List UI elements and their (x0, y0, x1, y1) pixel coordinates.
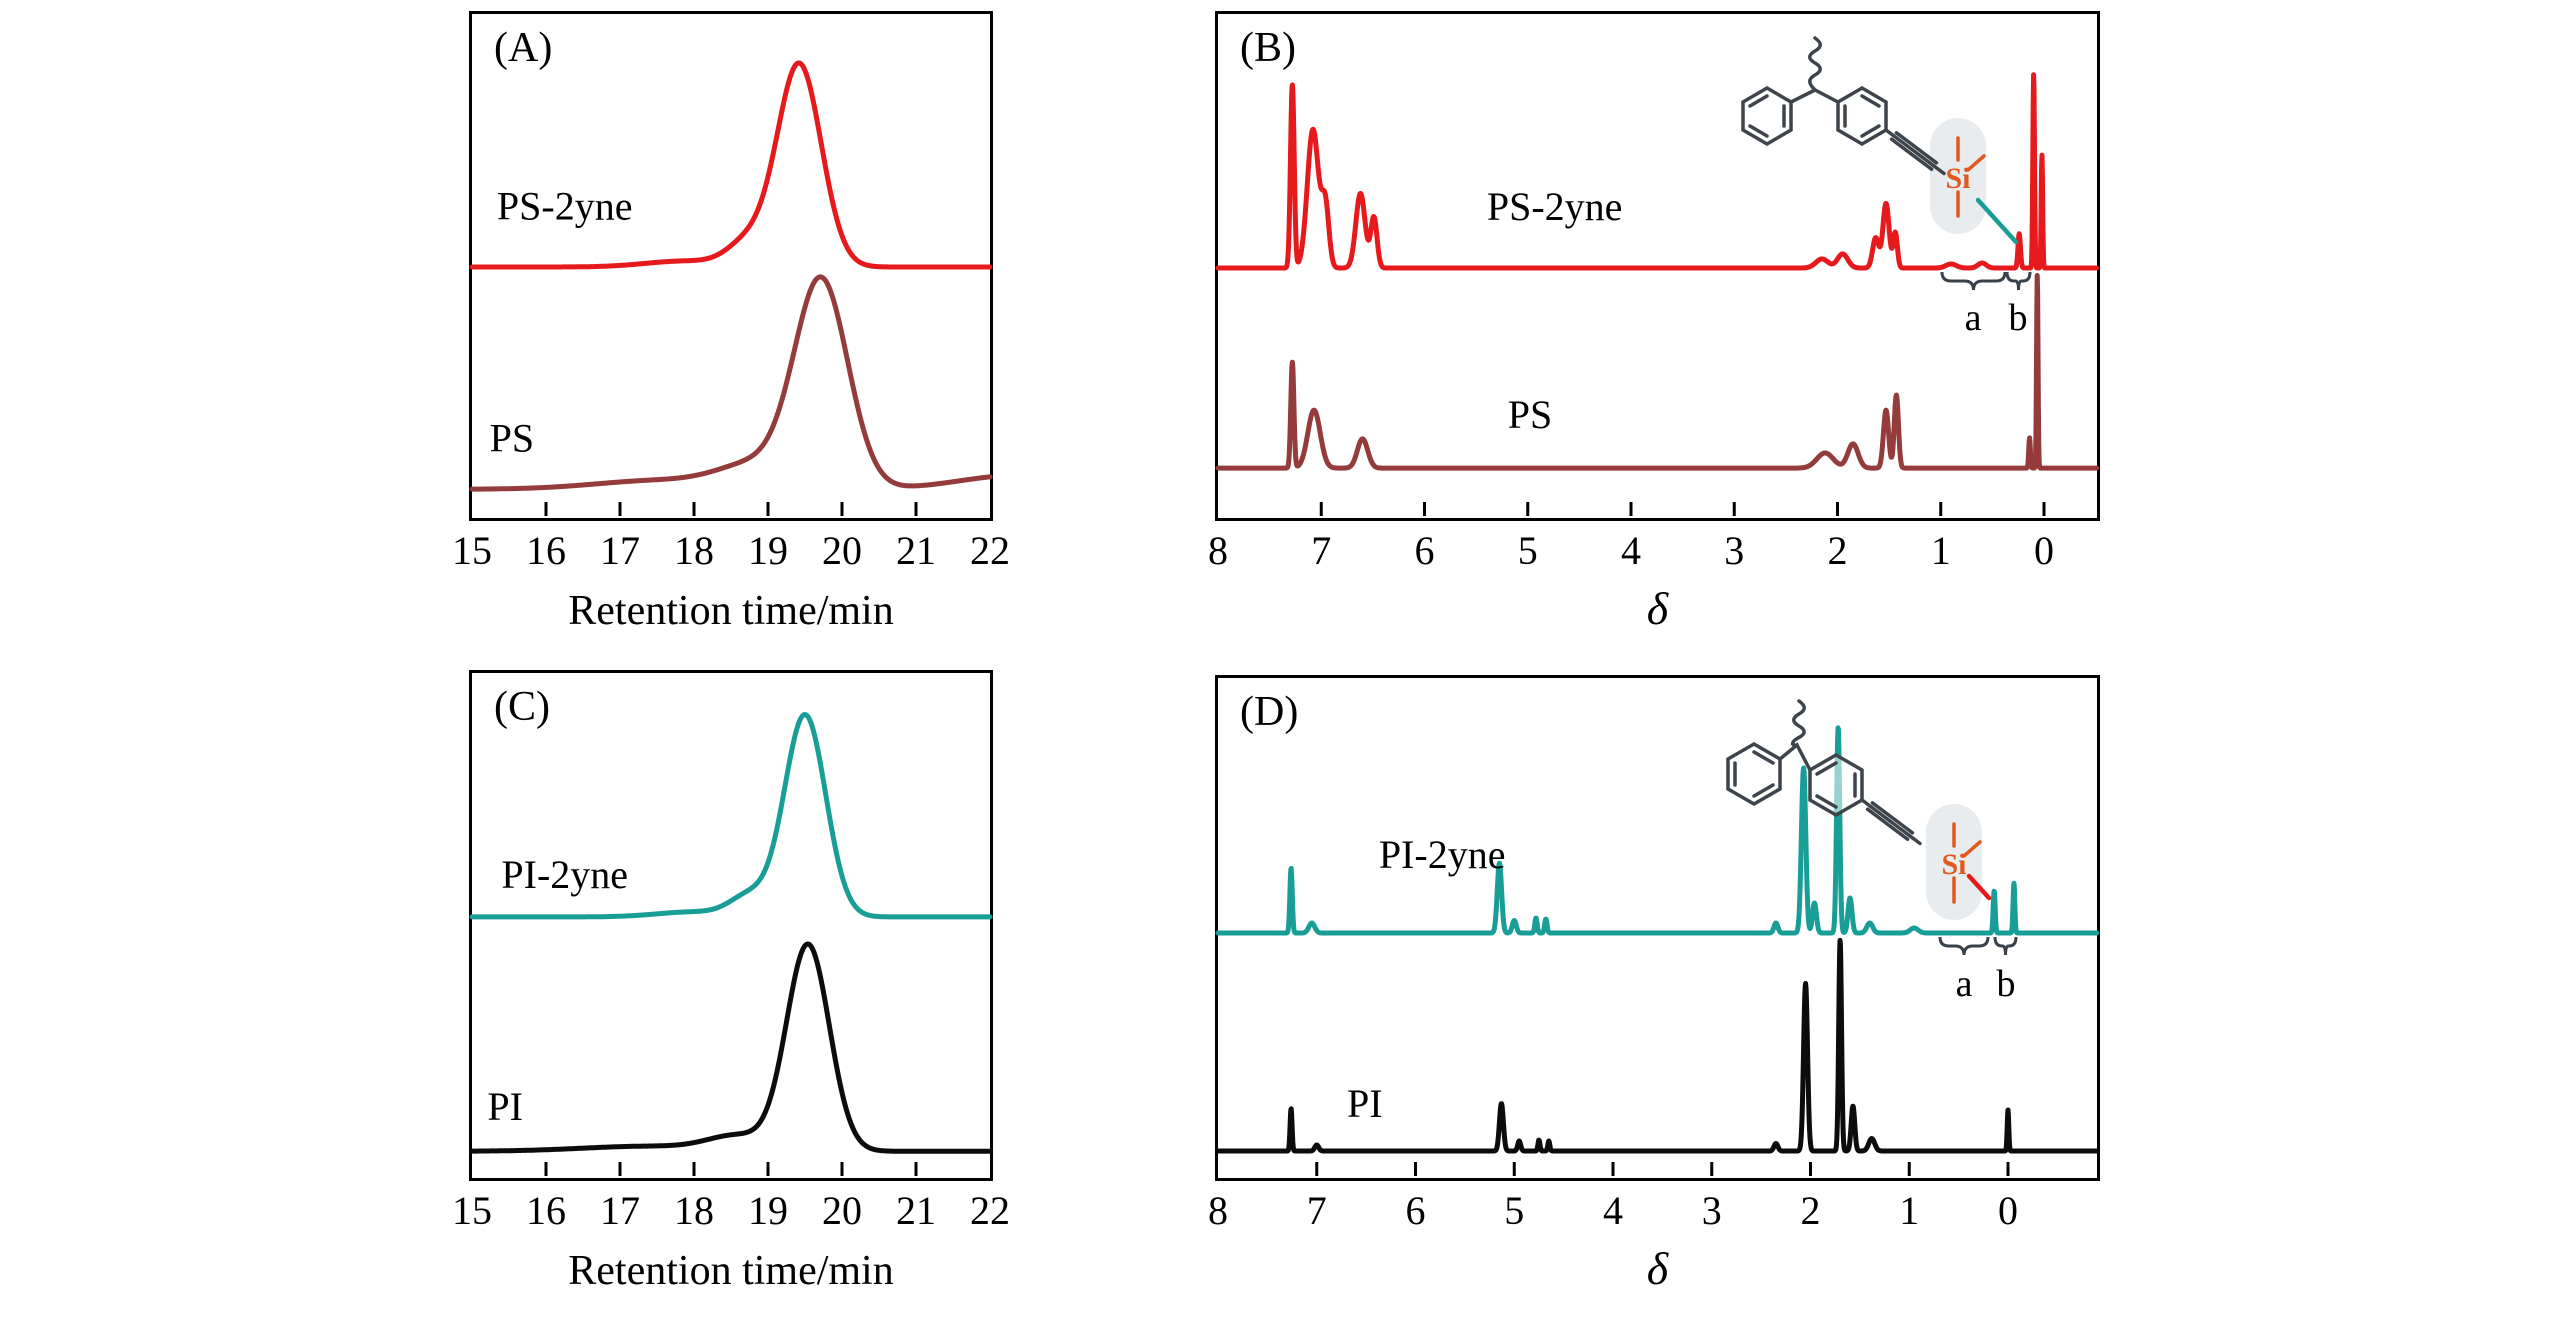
svg-text:2: 2 (1828, 528, 1848, 573)
si-highlight (1930, 118, 1986, 234)
panel-letter-B: (B) (1240, 25, 1296, 71)
svg-text:20: 20 (822, 1188, 862, 1233)
annotation-b: b (1997, 963, 2016, 1005)
trace-label-PS: PS (490, 415, 535, 460)
triple-bond (1865, 801, 1915, 841)
panel-letter-A: (A) (494, 25, 553, 71)
si-atom-label: Si (1945, 162, 1970, 195)
svg-text:20: 20 (822, 528, 862, 573)
phenyl-double-bonds (1748, 94, 1786, 138)
svg-text:3: 3 (1724, 528, 1744, 573)
svg-text:δ: δ (1647, 1243, 1669, 1294)
svg-text:17: 17 (600, 528, 640, 573)
svg-text:8: 8 (1208, 528, 1228, 573)
trace-label-PI-2yne: PI-2yne (1379, 832, 1506, 877)
svg-text:5: 5 (1518, 528, 1538, 573)
svg-text:15: 15 (452, 1188, 492, 1233)
svg-text:18: 18 (674, 528, 714, 573)
underbrace-b (2005, 271, 2032, 291)
annotation-a: a (1956, 963, 1973, 1005)
svg-text:8: 8 (1208, 1188, 1228, 1233)
si-peak-pointer-line (1975, 197, 2019, 245)
si-highlight (1926, 804, 1982, 920)
underbrace-b (1993, 936, 2018, 956)
svg-text:7: 7 (1307, 1188, 1327, 1233)
structure-inset-ps-2yne: Si a b (1741, 36, 2032, 339)
svg-text:1: 1 (1931, 528, 1951, 573)
annotation-a: a (1965, 297, 1982, 339)
svg-text:3: 3 (1702, 1188, 1722, 1233)
svg-text:7: 7 (1311, 528, 1331, 573)
svg-text:Retention time/min: Retention time/min (568, 1248, 893, 1294)
svg-text:21: 21 (896, 1188, 936, 1233)
structure-inset-pi-2yne: Si a b (1726, 699, 2018, 1005)
triple-bond (1889, 131, 1939, 171)
trace-label-PS: PS (1508, 392, 1553, 437)
nmr-plot-B: 8 7 6 5 4 3 2 1 0 δ PS-2yne PS (1208, 72, 2100, 634)
panel-D-nmr-polyisoprene: (D) 8 7 6 5 4 3 2 1 0 δ PI-2yne PI Si a b (1208, 675, 2100, 1294)
trace-label-PI: PI (487, 1084, 523, 1129)
svg-text:δ: δ (1647, 583, 1669, 634)
trace-PS-2yne (469, 60, 993, 270)
trace-PI-2yne (1215, 725, 2100, 936)
trace-PS (1215, 273, 2100, 471)
svg-text:22: 22 (970, 528, 1010, 573)
gpc-plot-C: 15 16 17 18 19 20 21 22 Retention time/min PI-2yn… (452, 712, 1010, 1294)
trace-PS (469, 274, 993, 492)
annotation-b: b (2009, 297, 2028, 339)
alkyne-si-bond (1932, 164, 1946, 176)
panel-letter-D: (D) (1240, 689, 1299, 735)
phenylene-double-bonds (1815, 761, 1857, 809)
methine-bonds (1778, 742, 1812, 772)
svg-text:5: 5 (1504, 1188, 1524, 1233)
trace-label-PI: PI (1347, 1081, 1383, 1126)
trace-PI (469, 941, 993, 1154)
svg-text:4: 4 (1621, 528, 1641, 573)
svg-text:19: 19 (748, 1188, 788, 1233)
si-atom-label: Si (1941, 848, 1966, 881)
svg-text:17: 17 (600, 1188, 640, 1233)
svg-text:Retention time/min: Retention time/min (568, 588, 893, 634)
svg-text:22: 22 (970, 1188, 1010, 1233)
phenyl-double-bonds (1733, 750, 1775, 798)
alkyne-si-bond (1908, 834, 1922, 846)
svg-text:4: 4 (1603, 1188, 1623, 1233)
si-methyl-bond-diag (1966, 154, 1986, 172)
svg-text:21: 21 (896, 528, 936, 573)
polymer-chain-squiggle (1790, 699, 1806, 747)
svg-text:2: 2 (1801, 1188, 1821, 1233)
nmr-plot-D: 8 7 6 5 4 3 2 1 0 δ PI-2yne PI (1208, 725, 2100, 1294)
panel-C-gpc-polyisoprene: (C) 15 16 17 18 19 20 21 22 Retention time/min PI… (452, 670, 1010, 1294)
underbrace-a (1940, 271, 2007, 291)
trace-PI-2yne (469, 712, 993, 920)
trace-PI (1215, 937, 2100, 1154)
svg-text:19: 19 (748, 528, 788, 573)
svg-text:18: 18 (674, 1188, 714, 1233)
panel-letter-C: (C) (494, 684, 550, 730)
svg-text:16: 16 (526, 528, 566, 573)
underbrace-a (1938, 936, 1990, 956)
methine-bonds (1789, 88, 1840, 104)
svg-text:1: 1 (1899, 1188, 1919, 1233)
phenylene-double-bonds (1843, 94, 1881, 138)
svg-text:0: 0 (1998, 1188, 2018, 1233)
svg-text:6: 6 (1406, 1188, 1426, 1233)
si-methyl-bond-diag (1962, 840, 1982, 858)
panel-B-nmr-polystyrene: (B) 8 7 6 5 4 3 2 1 0 δ PS-2yne PS Si (1208, 11, 2100, 634)
trace-label-PS-2yne: PS-2yne (497, 184, 633, 229)
si-peak-pointer-line (1966, 873, 1992, 901)
svg-text:16: 16 (526, 1188, 566, 1233)
svg-text:6: 6 (1415, 528, 1435, 573)
trace-label-PS-2yne: PS-2yne (1487, 184, 1623, 229)
gpc-plot-A: 15 16 17 18 19 20 21 22 Retention time/min PS-2yn… (452, 60, 1010, 634)
svg-text:0: 0 (2034, 528, 2054, 573)
trace-PS-2yne (1215, 72, 2100, 271)
trace-label-PI-2yne: PI-2yne (501, 852, 628, 897)
panel-A-gpc-polystyrene: (A) 15 16 17 18 19 20 21 22 Retention time/min PS… (452, 11, 1010, 634)
polymer-chain-squiggle (1808, 36, 1822, 92)
svg-text:15: 15 (452, 528, 492, 573)
